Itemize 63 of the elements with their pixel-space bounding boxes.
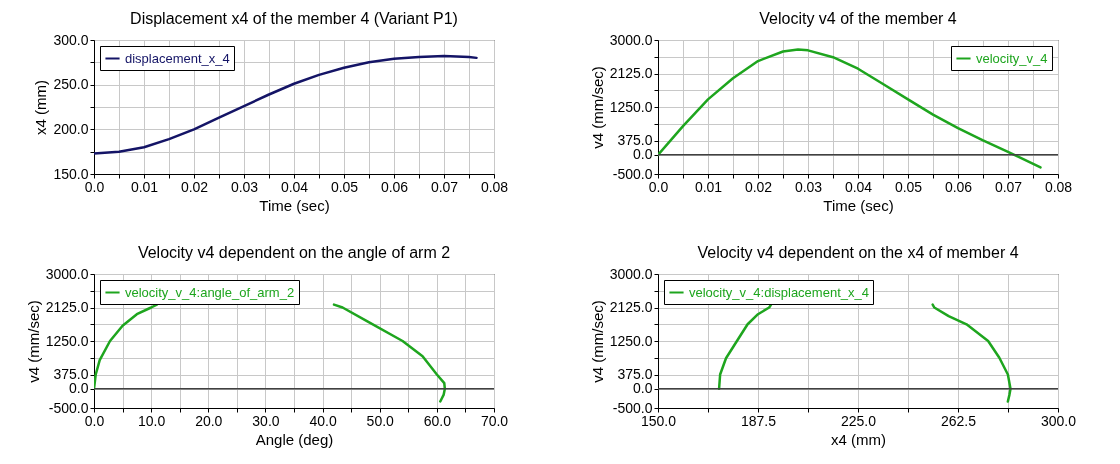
y-tick-label: 375.0 [617,132,653,148]
x-tick-label: 300.0 [1040,412,1077,429]
x-tick-label: 0.06 [380,178,409,195]
x-tick-label: 0.04 [844,178,873,195]
y-tick-label: 375.0 [617,366,653,382]
x-tick-label: 10.0 [138,412,166,429]
x-tick-label: 0.01 [694,178,723,195]
y-tick-label: 1250.0 [609,332,653,349]
y-tick-label: -500.0 [612,399,653,416]
y-tick-label: 250.0 [53,76,89,93]
y-tick-label: 2125.0 [45,299,89,315]
y-axis-title: v4 (mm/sec) [24,300,42,383]
x-tick-label: 0.02 [180,178,209,195]
y-axis-title: v4 (mm/sec) [588,300,606,383]
line-series [94,54,478,155]
chart-title: Velocity v4 dependent on the angle of arm 2 [137,244,451,261]
x-tick-label: 0.06 [944,178,973,195]
y-tick-label: 3000.0 [609,265,653,282]
y-tick-label: 3000.0 [45,265,89,282]
x-tick-label: 0.01 [130,178,159,195]
x-tick-label: 30.0 [252,412,280,429]
x-tick-label: 187.5 [740,412,777,429]
x-axis-title: Time (sec) [259,196,330,214]
y-tick-label: 0.0 [69,380,89,397]
chart-title: Velocity v4 dependent on the x4 of member 4 [697,244,1019,261]
y-tick-label: 1250.0 [45,332,89,349]
x-axis-title: x4 (mm) [831,430,886,448]
legend-label: velocity_v_4:angle_of_arm_2 [125,284,295,300]
x-tick-label: 0.03 [230,178,259,195]
legend-label: displacement_x_4 [125,50,230,66]
chart-title: Displacement x4 of the member 4 (Variant P1) [130,10,458,27]
x-tick-label: 50.0 [366,412,395,429]
x-tick-label: 0.05 [330,178,359,195]
x-tick-label: 0.08 [480,178,509,195]
y-tick-label: 200.0 [53,120,89,137]
x-tick-label: 60.0 [423,412,452,429]
y-tick-label: 2125.0 [609,65,653,81]
y-tick-label: 300.0 [53,31,89,48]
legend-label: velocity_v_4:displacement_x_4 [689,284,869,300]
x-tick-label: 40.0 [309,412,337,429]
y-axis-title: v4 (mm/sec) [588,66,606,149]
y-tick-label: 2125.0 [609,299,653,315]
y-tick-label: 0.0 [633,146,653,163]
chart-title: Velocity v4 of the member 4 [759,10,957,27]
x-tick-label: 70.0 [480,412,509,429]
y-tick-label: 375.0 [53,366,89,382]
y-tick-label: 3000.0 [609,31,653,48]
x-tick-label: 225.0 [840,412,877,429]
x-tick-label: 0.05 [894,178,923,195]
x-tick-label: 0.07 [430,178,459,195]
y-tick-label: 1250.0 [609,98,653,115]
x-tick-label: 0.07 [994,178,1023,195]
legend-label: velocity_v_4 [976,50,1048,66]
x-tick-label: 0.04 [280,178,309,195]
x-tick-label: 0.08 [1044,178,1073,195]
x-axis-title: Time (sec) [823,196,894,214]
x-tick-label: 262.5 [940,412,977,429]
y-tick-label: 0.0 [633,380,653,397]
x-tick-label: 0.03 [794,178,823,195]
x-axis-title: Angle (deg) [255,430,334,448]
x-tick-label: 20.0 [195,412,223,429]
y-axis-title: x4 (mm) [32,80,50,135]
x-tick-label: 0.02 [744,178,773,195]
